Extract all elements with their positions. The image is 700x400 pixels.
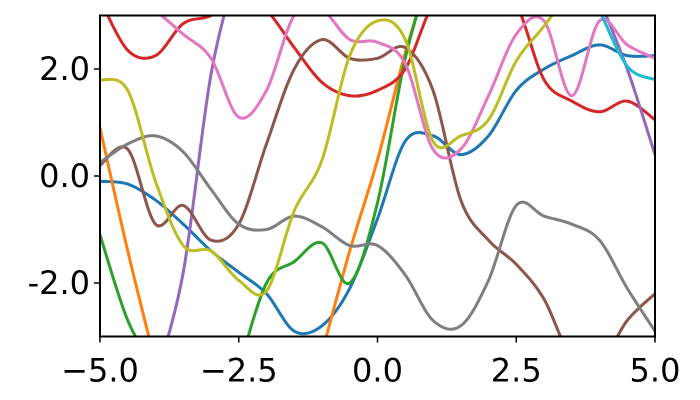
series-line	[106, 15, 655, 122]
series-line	[100, 15, 554, 297]
x-tick-label: 2.5	[491, 352, 542, 390]
series-line	[100, 15, 419, 337]
axes-frame	[99, 14, 656, 338]
series-line	[100, 43, 655, 336]
x-tick-label: −5.0	[61, 352, 139, 390]
series-line	[600, 15, 655, 82]
x-tick-label: 5.0	[630, 352, 681, 390]
series-line	[100, 134, 655, 333]
series-line	[100, 38, 655, 337]
x-tick-label: 0.0	[352, 352, 403, 390]
y-tick-label: -2.0	[28, 264, 90, 302]
series-line	[159, 15, 655, 160]
y-tick-label: 2.0	[39, 50, 90, 88]
x-tick-label: −2.5	[200, 352, 278, 390]
y-tick-label: 0.0	[39, 157, 90, 195]
plot-area	[100, 15, 655, 337]
